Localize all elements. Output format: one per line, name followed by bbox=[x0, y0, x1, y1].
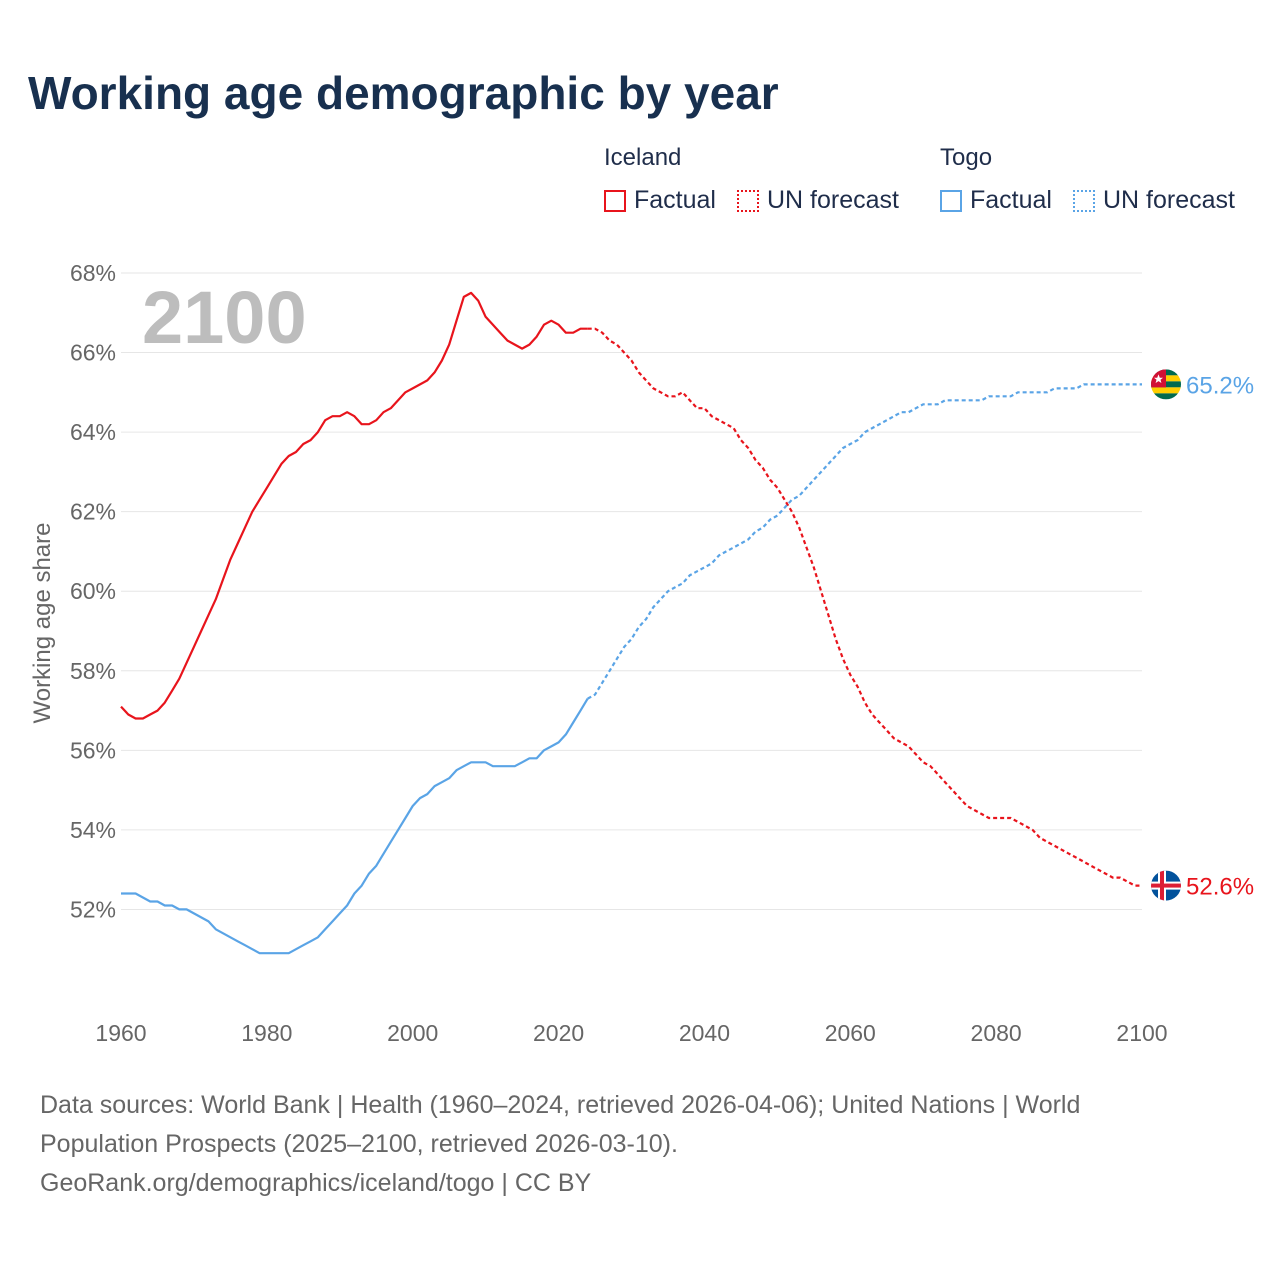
series-line-iceland-factual bbox=[120, 291, 588, 720]
footer: Data sources: World Bank | Health (1960–… bbox=[40, 1086, 1240, 1203]
flag-stripe bbox=[1151, 387, 1181, 394]
footer-credit[interactable]: GeoRank.org/demographics/iceland/togo | … bbox=[40, 1169, 592, 1197]
chart-title: Working age demographic by year bbox=[28, 67, 779, 119]
y-tick-label: 52% bbox=[70, 896, 116, 922]
series-line-iceland-forecast bbox=[587, 327, 1142, 887]
legend-swatch-solid bbox=[604, 189, 626, 212]
x-tick-label: 2060 bbox=[825, 1020, 876, 1046]
x-tick-label: 2040 bbox=[679, 1020, 730, 1046]
legend-swatch-dotted bbox=[1073, 189, 1095, 212]
legend-togo-factual[interactable]: Factual bbox=[940, 186, 1052, 215]
legend-iceland-factual[interactable]: Factual bbox=[604, 186, 716, 215]
x-tick-label: 2080 bbox=[971, 1020, 1022, 1046]
footer-sources-2: Population Prospects (2025–2100, retriev… bbox=[40, 1130, 678, 1158]
legend-swatch-dotted bbox=[737, 189, 759, 212]
flag-togo-body bbox=[1151, 369, 1181, 400]
series-line-togo-forecast bbox=[587, 383, 1142, 700]
y-tick-label: 66% bbox=[70, 340, 116, 366]
legend-group-iceland: Iceland bbox=[604, 144, 682, 171]
y-tick-label: 62% bbox=[70, 499, 116, 525]
series-line-togo-factual bbox=[121, 698, 589, 955]
flag-iceland-body bbox=[1151, 870, 1181, 901]
legend-label: UN forecast bbox=[1103, 186, 1235, 214]
y-tick-label: 58% bbox=[70, 658, 116, 684]
legend-label: Factual bbox=[634, 186, 716, 214]
end-value-label: 65.2% bbox=[1186, 372, 1254, 399]
y-tick-label: 68% bbox=[70, 260, 116, 286]
legend-group-togo: Togo bbox=[940, 144, 993, 171]
x-tick-label: 1980 bbox=[241, 1020, 292, 1046]
flag-stripe bbox=[1151, 393, 1181, 400]
flag-cross-red-v bbox=[1160, 870, 1164, 901]
y-tick-label: 54% bbox=[70, 817, 116, 843]
legend-togo-forecast[interactable]: UN forecast bbox=[1073, 186, 1235, 215]
legend-iceland-forecast[interactable]: UN forecast bbox=[737, 186, 899, 215]
x-tick-label: 2000 bbox=[387, 1020, 438, 1046]
legend-label: Factual bbox=[970, 186, 1052, 214]
legend-swatch-solid bbox=[940, 189, 962, 212]
flag-cross-red-h bbox=[1151, 883, 1181, 888]
flag-togo-icon bbox=[1151, 369, 1181, 400]
y-tick-label: 56% bbox=[70, 737, 116, 763]
footer-sources-1: Data sources: World Bank | Health (1960–… bbox=[40, 1091, 1081, 1119]
y-tick-label: 60% bbox=[70, 578, 116, 604]
legend-label: UN forecast bbox=[767, 186, 899, 214]
flag-star-icon bbox=[1154, 374, 1163, 383]
y-axis-label: Working age share bbox=[29, 523, 56, 724]
x-tick-label: 2020 bbox=[533, 1020, 584, 1046]
end-value-label: 52.6% bbox=[1186, 874, 1254, 901]
flag-iceland-icon bbox=[1151, 870, 1181, 901]
x-tick-label: 2100 bbox=[1116, 1020, 1167, 1046]
x-tick-label: 1960 bbox=[95, 1020, 146, 1046]
y-tick-label: 64% bbox=[70, 419, 116, 445]
year-overlay: 2100 bbox=[142, 276, 307, 359]
